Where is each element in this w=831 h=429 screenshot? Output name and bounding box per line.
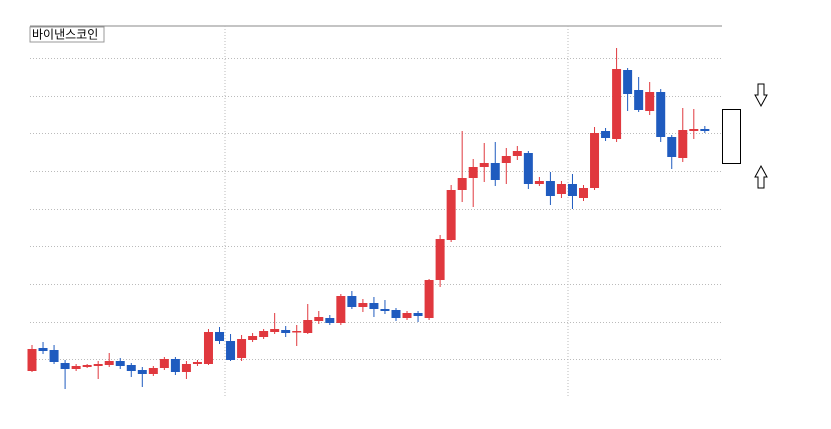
candle-body	[292, 331, 302, 333]
candle-body	[237, 339, 247, 358]
candle-body	[391, 310, 401, 318]
candles	[27, 48, 710, 389]
candle-body	[567, 184, 577, 196]
candle-body	[645, 92, 655, 111]
candle-body	[314, 317, 324, 321]
range-box	[722, 109, 741, 164]
candle-body	[71, 366, 81, 369]
candle-body	[490, 163, 500, 180]
candle-body	[656, 92, 666, 137]
candle-body	[534, 181, 544, 184]
candle-body	[60, 363, 70, 369]
candle-body	[270, 329, 280, 332]
candle-body	[556, 184, 566, 194]
candle-body	[667, 137, 677, 157]
candle-body	[170, 359, 180, 372]
candle-body	[435, 239, 445, 280]
candle-body	[93, 364, 103, 366]
candle-body	[347, 296, 357, 307]
candle-body	[612, 69, 622, 139]
candle-body	[82, 365, 92, 367]
candle-body	[512, 151, 522, 156]
candle-body	[358, 303, 368, 307]
candle-body	[601, 131, 611, 138]
candle-body	[468, 167, 478, 178]
candle-body	[215, 332, 225, 341]
title-box	[29, 26, 105, 43]
chart-title: 바이낸스코인	[32, 28, 98, 42]
candle-body	[689, 129, 699, 131]
candle-body	[27, 349, 37, 371]
candle-body	[192, 362, 202, 364]
candle-body	[226, 341, 236, 360]
candle-body	[369, 303, 379, 309]
candle-body	[38, 348, 48, 351]
candle-body	[281, 330, 291, 333]
candle-body	[424, 280, 434, 318]
candle-body	[115, 361, 125, 366]
candle-body	[623, 70, 633, 94]
candle-body	[590, 133, 600, 188]
up-arrow	[754, 164, 768, 189]
candle-body	[203, 332, 213, 364]
candle-body	[137, 370, 147, 374]
candle-body	[634, 90, 644, 110]
candle-body	[700, 129, 710, 131]
candle-body	[49, 350, 59, 362]
candle-body	[159, 359, 169, 368]
candle-body	[248, 336, 258, 340]
candle-body	[678, 130, 688, 158]
candle-body	[479, 163, 489, 167]
candle-body	[380, 309, 390, 311]
candle-body	[413, 313, 423, 316]
candle-body	[126, 365, 136, 371]
candle-body	[579, 188, 588, 198]
candle-body	[181, 364, 191, 372]
candle-body	[303, 320, 313, 333]
candle-body	[523, 153, 533, 184]
candle-body	[259, 331, 269, 337]
down-arrow	[754, 83, 768, 108]
candle-body	[336, 296, 346, 323]
candle-body	[402, 313, 412, 318]
candle-body	[457, 178, 467, 190]
candle-body	[104, 361, 114, 365]
candle-body	[545, 181, 555, 196]
candle-body	[446, 190, 456, 240]
candle-body	[325, 318, 335, 323]
candle-body	[501, 156, 511, 163]
candle-body	[148, 368, 158, 374]
